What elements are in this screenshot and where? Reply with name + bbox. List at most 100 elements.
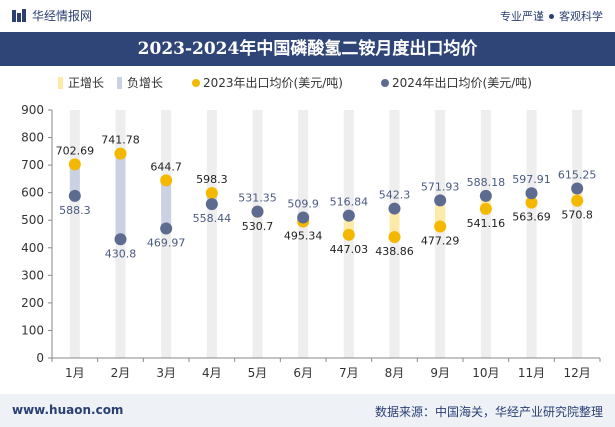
data-label-2023: 530.7 [242, 220, 274, 233]
point-2023 [205, 187, 218, 200]
x-tick-label: 8月 [385, 366, 405, 380]
data-label-2024: 430.8 [105, 247, 137, 260]
point-2024 [342, 209, 355, 222]
legend-marker [381, 79, 389, 87]
point-2024 [571, 182, 584, 195]
point-2023 [434, 220, 447, 233]
legend-label: 2024年出口均价(美元/吨) [392, 76, 532, 90]
data-label-2023: 702.69 [56, 144, 95, 157]
data-label-2024: 531.35 [238, 192, 277, 205]
data-label-2024: 509.9 [287, 197, 319, 210]
data-label-2023: 644.7 [150, 160, 182, 173]
point-2023 [571, 194, 584, 207]
x-tick-label: 9月 [430, 366, 450, 380]
column-background [435, 110, 446, 358]
tagline-left: 专业严谨 [500, 10, 544, 23]
y-tick-label: 0 [36, 351, 44, 365]
growth-band [161, 180, 172, 229]
point-2024 [251, 205, 264, 218]
tagline: 专业严谨 客观科学 [500, 8, 603, 24]
y-tick-label: 900 [21, 103, 44, 117]
growth-band [69, 164, 80, 196]
growth-band [480, 195, 491, 209]
data-label-2024: 588.3 [59, 204, 91, 217]
legend-label: 2023年出口均价(美元/吨) [203, 76, 343, 90]
data-label-2023: 447.03 [330, 243, 369, 256]
column-background [480, 110, 491, 358]
data-label-2023: 495.34 [284, 230, 323, 243]
separator-dot-icon [549, 13, 554, 19]
x-tick-label: 10月 [472, 366, 499, 380]
growth-band [572, 188, 583, 201]
x-tick-label: 12月 [564, 366, 591, 380]
y-tick-label: 400 [21, 241, 44, 255]
data-label-2024: 542.3 [379, 189, 411, 202]
point-2023 [342, 228, 355, 241]
data-label-2023: 570.8 [561, 209, 593, 222]
column-background [572, 110, 583, 358]
y-tick-label: 100 [21, 323, 44, 337]
x-tick-label: 4月 [202, 366, 222, 380]
point-2024 [160, 222, 173, 235]
footer-source: 数据来源：中国海关，华经产业研究院整理 [374, 405, 603, 419]
data-label-2024: 615.25 [558, 168, 597, 181]
x-tick-label: 3月 [156, 366, 176, 380]
y-tick-label: 200 [21, 296, 44, 310]
growth-band [435, 200, 446, 227]
growth-band [115, 153, 126, 240]
legend-label: 负增长 [127, 76, 163, 90]
data-label-2023: 477.29 [421, 234, 460, 247]
data-label-2024: 597.91 [512, 173, 551, 186]
title-bar: 2023-2024年中国磷酸氢二铵月度出口均价 [0, 32, 615, 66]
column-background [526, 110, 537, 358]
point-2024 [525, 187, 538, 200]
growth-band [343, 215, 354, 235]
top-bar: 华经情报网 专业严谨 客观科学 [0, 0, 615, 32]
point-2023 [525, 196, 538, 209]
chart-title: 2023-2024年中国磷酸氢二铵月度出口均价 [137, 39, 478, 59]
point-2024 [388, 202, 401, 215]
point-2024 [68, 189, 81, 202]
point-2024 [114, 233, 127, 246]
column-background [69, 110, 80, 358]
x-tick-label: 1月 [65, 366, 85, 380]
point-2024 [205, 198, 218, 211]
y-tick-label: 700 [21, 158, 44, 172]
data-label-2023: 563.69 [512, 211, 551, 224]
x-tick-label: 11月 [518, 366, 545, 380]
point-2023 [160, 174, 173, 187]
legend-label: 正增长 [68, 76, 104, 90]
legend-swatch [58, 77, 63, 89]
y-tick-label: 300 [21, 268, 44, 282]
x-tick-label: 2月 [111, 366, 131, 380]
logo-icon [12, 8, 26, 23]
x-tick-label: 5月 [248, 366, 268, 380]
footer-website: www.huaon.com [12, 403, 124, 417]
column-background [298, 110, 309, 358]
column-background [206, 110, 217, 358]
x-tick-label: 6月 [293, 366, 313, 380]
data-label-2023: 741.78 [101, 134, 140, 147]
tagline-right: 客观科学 [559, 10, 603, 23]
legend-swatch [117, 77, 122, 89]
column-background [252, 110, 263, 358]
point-2023 [68, 158, 81, 171]
data-label-2024: 588.18 [467, 176, 506, 189]
brand: 华经情报网 [12, 7, 92, 24]
data-label-2024: 469.97 [147, 236, 186, 249]
y-tick-label: 600 [21, 186, 44, 200]
data-label-2023: 598.3 [196, 173, 228, 186]
data-label-2023: 541.16 [467, 217, 506, 230]
x-tick-label: 7月 [339, 366, 359, 380]
data-label-2024: 516.84 [330, 196, 369, 209]
data-label-2024: 558.44 [193, 212, 232, 225]
y-tick-label: 800 [21, 131, 44, 145]
point-2023 [388, 231, 401, 244]
point-2023 [114, 147, 127, 160]
chart: 正增长 负增长 2023年出口均价(美元/吨) 2024年出口均价(美元/吨) 0 100… [21, 76, 601, 380]
point-2024 [479, 189, 492, 202]
data-label-2023: 438.86 [375, 245, 414, 258]
data-label-2024: 571.93 [421, 180, 460, 193]
brand-name: 华经情报网 [32, 9, 93, 23]
legend-marker [192, 79, 200, 87]
